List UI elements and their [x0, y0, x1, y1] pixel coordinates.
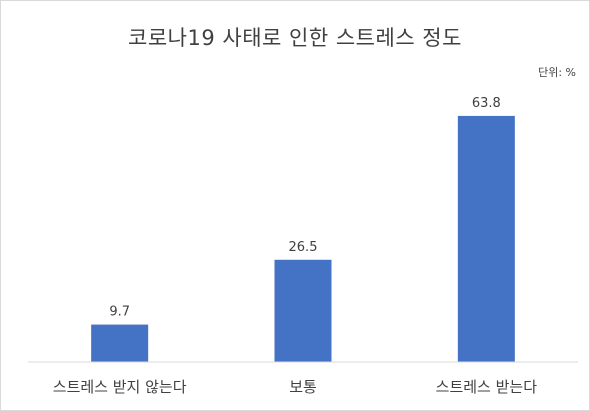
- bar-2: [274, 259, 332, 362]
- category-label-1: 스트레스 받지 않는다: [53, 378, 187, 396]
- unit-label: 단위: %: [538, 66, 576, 79]
- chart-title: 코로나19 사태로 인한 스트레스 정도: [128, 26, 462, 50]
- bars-group: [91, 115, 515, 363]
- category-labels-group: 스트레스 받지 않는다 보통 스트레스 받는다: [53, 378, 537, 396]
- value-label-2: 26.5: [289, 240, 318, 255]
- category-label-2: 보통: [289, 378, 317, 396]
- bar-3: [457, 115, 515, 363]
- bar-1: [91, 324, 149, 362]
- value-labels-group: 9.7 26.5 63.8: [109, 96, 500, 320]
- category-label-3: 스트레스 받는다: [436, 378, 538, 396]
- value-label-3: 63.8: [472, 96, 501, 111]
- value-label-1: 9.7: [109, 305, 130, 320]
